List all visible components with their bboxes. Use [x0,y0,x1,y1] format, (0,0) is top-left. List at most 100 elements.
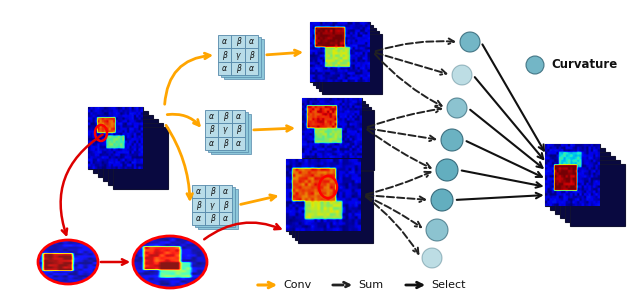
Bar [322,34,382,94]
Bar [232,110,245,123]
Bar [545,144,600,206]
Bar [205,212,219,225]
Bar [218,48,231,62]
Bar [113,127,168,189]
Bar [205,110,218,123]
Bar [192,198,205,212]
Bar [218,62,231,75]
Bar [316,28,376,88]
Bar [198,189,238,229]
Bar [570,164,625,226]
Bar [308,104,368,164]
Text: α: α [249,64,254,73]
Bar [97,115,152,177]
Circle shape [441,129,463,151]
Bar [205,123,218,137]
Text: α: α [222,37,227,46]
Bar [244,62,258,75]
Text: β: β [223,112,227,121]
Bar [205,185,219,198]
Bar [310,22,370,82]
Text: α: α [222,64,227,73]
Bar [211,114,251,154]
Text: α: α [223,187,228,196]
Text: β: β [236,126,241,135]
Circle shape [426,219,448,241]
Circle shape [526,56,544,74]
Text: α: α [209,112,214,121]
Bar [564,160,620,222]
Bar [244,35,258,48]
Text: Select: Select [431,280,465,290]
Bar [319,31,379,91]
Bar [218,123,232,137]
Bar [285,159,360,231]
Bar [232,137,245,150]
Bar [205,137,218,150]
Bar [314,110,374,170]
Bar [88,107,143,169]
Circle shape [447,98,467,118]
Text: α: α [249,37,254,46]
Text: α: α [236,139,241,148]
Text: α: α [196,187,201,196]
Bar [108,123,163,185]
Text: Conv: Conv [283,280,311,290]
Text: β: β [223,139,227,148]
Bar [192,212,205,225]
Bar [195,187,235,227]
Bar [231,62,244,75]
Text: α: α [236,112,241,121]
Bar [218,35,231,48]
Text: α: α [209,139,214,148]
Bar [313,25,373,85]
Bar [221,37,261,77]
Text: β: β [209,187,214,196]
Bar [311,107,371,167]
Text: γ: γ [236,50,240,59]
Text: Sum: Sum [358,280,383,290]
Bar [224,39,264,79]
Text: β: β [223,200,228,209]
Bar [302,98,362,158]
Bar [305,101,365,161]
Bar [231,48,244,62]
Text: β: β [209,126,214,135]
Bar [559,156,614,218]
Text: β: β [209,214,214,223]
Text: β: β [236,64,241,73]
Text: β: β [222,50,227,59]
Circle shape [452,65,472,85]
Text: β: β [249,50,254,59]
Bar [219,185,232,198]
Bar [192,185,205,198]
Text: β: β [196,200,201,209]
Circle shape [436,159,458,181]
Circle shape [460,32,480,52]
Bar [550,148,605,210]
Bar [291,165,367,237]
Bar [232,123,245,137]
Text: γ: γ [223,126,227,135]
Text: α: α [196,214,201,223]
Circle shape [431,189,453,211]
Bar [554,152,609,214]
Circle shape [422,248,442,268]
Bar [298,171,372,243]
Bar [218,137,232,150]
Bar [205,198,219,212]
Text: β: β [236,37,241,46]
Bar [219,198,232,212]
Text: Curvature: Curvature [551,59,617,72]
Bar [218,110,232,123]
Bar [93,111,147,173]
Bar [219,212,232,225]
Bar [289,162,364,234]
Bar [231,35,244,48]
Text: α: α [223,214,228,223]
Text: γ: γ [210,200,214,209]
Bar [102,119,157,181]
Bar [208,112,248,152]
Bar [294,168,369,240]
Bar [244,48,258,62]
